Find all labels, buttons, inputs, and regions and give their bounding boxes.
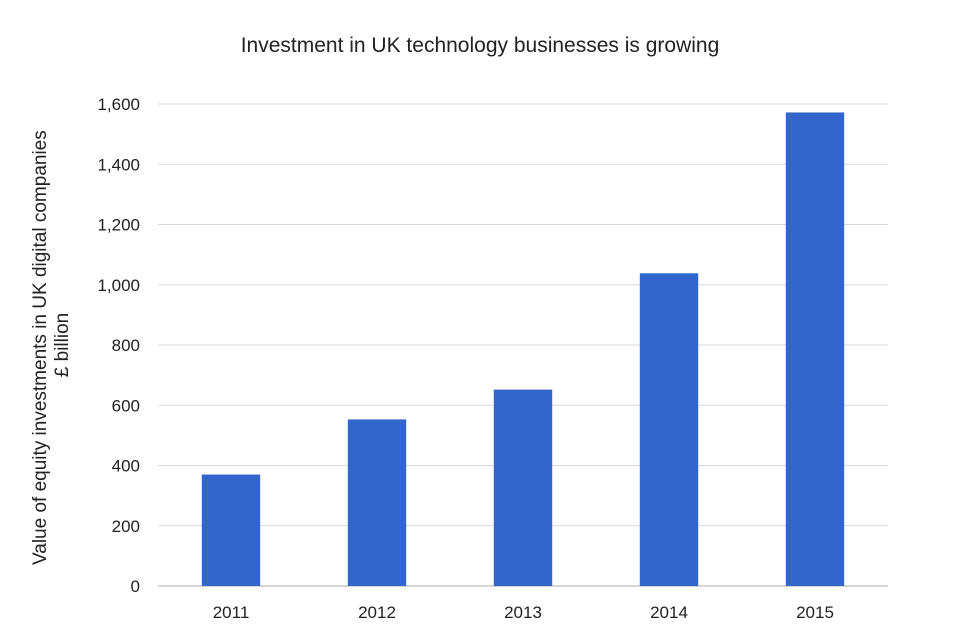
- y-tick-label: 1,200: [97, 216, 140, 235]
- x-tick-label: 2013: [504, 603, 542, 622]
- y-tick-label: 600: [112, 396, 140, 415]
- y-tick-label: 1,600: [97, 95, 140, 114]
- y-axis-label: Value of equity investments in UK digita…: [30, 125, 73, 565]
- y-tick-label: 200: [112, 517, 140, 536]
- bar-2014: [639, 273, 699, 586]
- x-tick-labels: 2011 2012 2013 2014 2015: [213, 603, 834, 622]
- y-tick-label: 800: [112, 336, 140, 355]
- y-tick-label: 1,000: [97, 276, 140, 295]
- y-axis-label-line-2: £ billion: [52, 313, 73, 377]
- y-tick-label: 0: [131, 577, 140, 596]
- x-tick-label: 2011: [213, 603, 250, 622]
- y-tick-label: 1,400: [97, 155, 140, 174]
- y-tick-label: 400: [112, 457, 140, 476]
- bar-2013: [493, 389, 553, 586]
- y-tick-labels: 0 200 400 600 800 1,000 1,200 1,400 1,600: [97, 95, 140, 596]
- x-tick-label: 2015: [796, 603, 834, 622]
- bars: [201, 112, 845, 586]
- x-tick-label: 2012: [358, 603, 396, 622]
- chart-title: Investment in UK technology businesses i…: [241, 34, 720, 57]
- bar-2011: [201, 474, 261, 586]
- bar-2012: [347, 419, 407, 586]
- gridlines: [158, 103, 888, 587]
- bar-2015: [785, 112, 845, 586]
- x-tick-label: 2014: [650, 603, 688, 622]
- y-axis-label-line-1: Value of equity investments in UK digita…: [30, 130, 51, 565]
